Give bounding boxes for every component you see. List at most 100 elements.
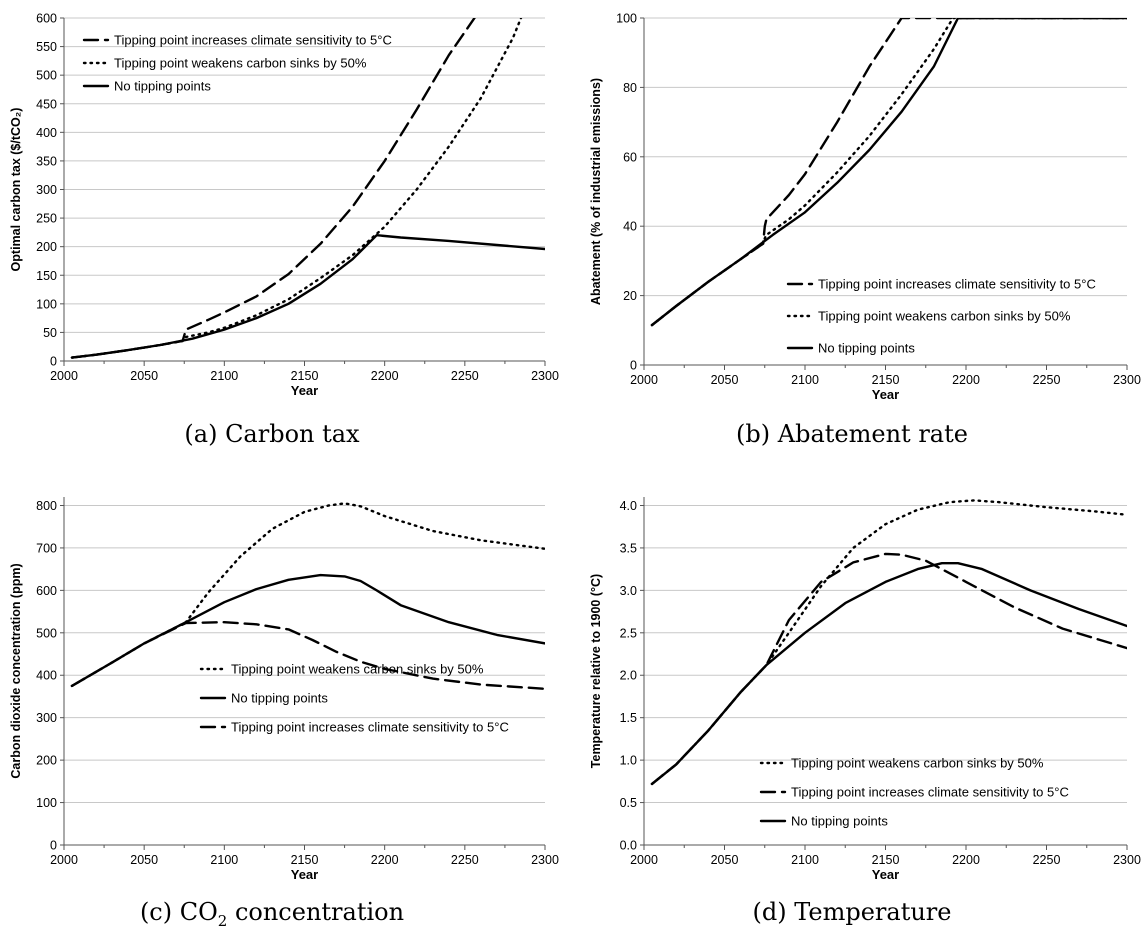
y-tick-label: 350 bbox=[36, 154, 57, 168]
legend-label: Tipping point weakens carbon sinks by 50… bbox=[791, 756, 1044, 771]
x-tick-label: 2050 bbox=[711, 373, 739, 387]
y-tick-label: 300 bbox=[36, 183, 57, 197]
series-line-dashed bbox=[650, 552, 1127, 786]
y-tick-label: 150 bbox=[36, 269, 57, 283]
series-line-solid bbox=[650, 18, 1127, 327]
y-tick-label: 1.5 bbox=[620, 711, 637, 725]
y-tick-label: 250 bbox=[36, 212, 57, 226]
x-tick-label: 2000 bbox=[50, 369, 78, 383]
y-tick-label: 40 bbox=[623, 220, 637, 234]
series-line-solid bbox=[70, 233, 545, 359]
y-tick-label: 60 bbox=[623, 150, 637, 164]
x-tick-label: 2200 bbox=[952, 373, 980, 387]
caption-a: (a) Carbon tax bbox=[184, 420, 360, 448]
series-line-solid bbox=[70, 573, 545, 688]
y-tick-label: 450 bbox=[36, 97, 57, 111]
y-tick-label: 200 bbox=[36, 754, 57, 768]
x-tick-label: 2300 bbox=[531, 369, 559, 383]
legend-label: Tipping point weakens carbon sinks by 50… bbox=[818, 309, 1071, 324]
y-axis-title: Abatement (% of industrial emissions) bbox=[589, 78, 603, 305]
caption-b: (b) Abatement rate bbox=[736, 420, 968, 448]
chart-panel-b: 0 20 40 60 80 100 2000 2050 2100 2150 2200 2250 2300… bbox=[589, 12, 1141, 403]
x-tick-label: 2250 bbox=[1033, 853, 1061, 867]
y-tick-label: 700 bbox=[36, 541, 57, 555]
x-axis-title: Year bbox=[872, 387, 899, 402]
y-tick-label: 50 bbox=[43, 326, 57, 340]
x-tick-label: 2150 bbox=[291, 369, 319, 383]
y-tick-label: 4.0 bbox=[620, 499, 637, 513]
chart-panel-a: 0 50 100 150 200 250 300 350 400 450 500 550 600 2000… bbox=[9, 12, 559, 399]
y-axis-title: Optimal carbon tax ($/tCO₂) bbox=[9, 108, 23, 272]
y-tick-label: 550 bbox=[36, 40, 57, 54]
x-tick-label: 2000 bbox=[630, 853, 658, 867]
caption-c: (c) CO2 concentration bbox=[139, 898, 405, 930]
x-tick-label: 2100 bbox=[791, 373, 819, 387]
x-tick-label: 2100 bbox=[791, 853, 819, 867]
x-tick-label: 2150 bbox=[291, 853, 319, 867]
x-tick-label: 2050 bbox=[130, 853, 158, 867]
series-line-solid bbox=[650, 562, 1127, 786]
legend-label: No tipping points bbox=[114, 79, 211, 94]
legend-label: Tipping point increases climate sensitiv… bbox=[114, 33, 392, 48]
series-line-dotted bbox=[70, 502, 545, 688]
caption-d: (d) Temperature bbox=[752, 898, 952, 926]
x-axis-title: Year bbox=[872, 867, 899, 882]
x-tick-label: 2000 bbox=[50, 853, 78, 867]
y-tick-label: 3.5 bbox=[620, 541, 637, 555]
y-tick-label: 500 bbox=[36, 69, 57, 83]
y-tick-label: 400 bbox=[36, 126, 57, 140]
legend-label: Tipping point increases climate sensitiv… bbox=[818, 277, 1096, 292]
x-tick-label: 2300 bbox=[1113, 853, 1141, 867]
y-tick-label: 0 bbox=[50, 355, 57, 369]
x-tick-label: 2200 bbox=[371, 853, 399, 867]
x-tick-label: 2250 bbox=[451, 369, 479, 383]
x-tick-label: 2100 bbox=[210, 369, 238, 383]
series-line-dashed bbox=[70, 18, 476, 359]
y-tick-label: 1.0 bbox=[620, 754, 637, 768]
legend-label: Tipping point increases climate sensitiv… bbox=[231, 720, 509, 735]
chart-panel-d: 0.0 0.5 1.0 1.5 2.0 2.5 3.0 3.5 4.0 2000 2050 2100 2… bbox=[589, 497, 1141, 882]
y-tick-label: 0 bbox=[630, 359, 637, 373]
y-tick-label: 300 bbox=[36, 711, 57, 725]
x-tick-label: 2200 bbox=[952, 853, 980, 867]
legend-label: No tipping points bbox=[818, 341, 915, 356]
y-tick-label: 0 bbox=[50, 839, 57, 853]
x-tick-label: 2200 bbox=[371, 369, 399, 383]
x-tick-label: 2150 bbox=[872, 373, 900, 387]
x-tick-label: 2250 bbox=[1033, 373, 1061, 387]
series-line-dashed bbox=[70, 621, 545, 690]
y-tick-label: 600 bbox=[36, 584, 57, 598]
y-tick-label: 20 bbox=[623, 289, 637, 303]
legend-label: No tipping points bbox=[791, 814, 888, 829]
x-tick-label: 2050 bbox=[711, 853, 739, 867]
x-tick-label: 2300 bbox=[531, 853, 559, 867]
y-tick-label: 400 bbox=[36, 669, 57, 683]
x-axis-title: Year bbox=[291, 383, 318, 398]
legend-label: Tipping point weakens carbon sinks by 50… bbox=[114, 56, 367, 71]
y-axis-title: Temperature relative to 1900 (°C) bbox=[589, 574, 603, 768]
x-tick-label: 2050 bbox=[130, 369, 158, 383]
y-tick-label: 0.5 bbox=[620, 796, 637, 810]
y-tick-label: 100 bbox=[616, 12, 637, 26]
x-tick-label: 2250 bbox=[451, 853, 479, 867]
x-tick-label: 2300 bbox=[1113, 373, 1141, 387]
y-tick-label: 600 bbox=[36, 12, 57, 26]
y-tick-label: 500 bbox=[36, 626, 57, 640]
y-tick-label: 0.0 bbox=[620, 839, 637, 853]
x-axis-title: Year bbox=[291, 867, 318, 882]
y-tick-label: 2.5 bbox=[620, 626, 637, 640]
legend-label: No tipping points bbox=[231, 691, 328, 706]
y-tick-label: 200 bbox=[36, 240, 57, 254]
x-tick-label: 2100 bbox=[210, 853, 238, 867]
legend-label: Tipping point increases climate sensitiv… bbox=[791, 785, 1069, 800]
y-tick-label: 100 bbox=[36, 796, 57, 810]
series-line-dotted bbox=[650, 499, 1127, 786]
chart-panel-c: 0 100 200 300 400 500 600 700 800 2000 2050 2100 215… bbox=[9, 497, 559, 882]
y-axis-title: Carbon dioxide concentration (ppm) bbox=[9, 563, 23, 778]
y-tick-label: 80 bbox=[623, 81, 637, 95]
y-tick-label: 3.0 bbox=[620, 584, 637, 598]
y-tick-label: 800 bbox=[36, 499, 57, 513]
y-tick-label: 2.0 bbox=[620, 669, 637, 683]
